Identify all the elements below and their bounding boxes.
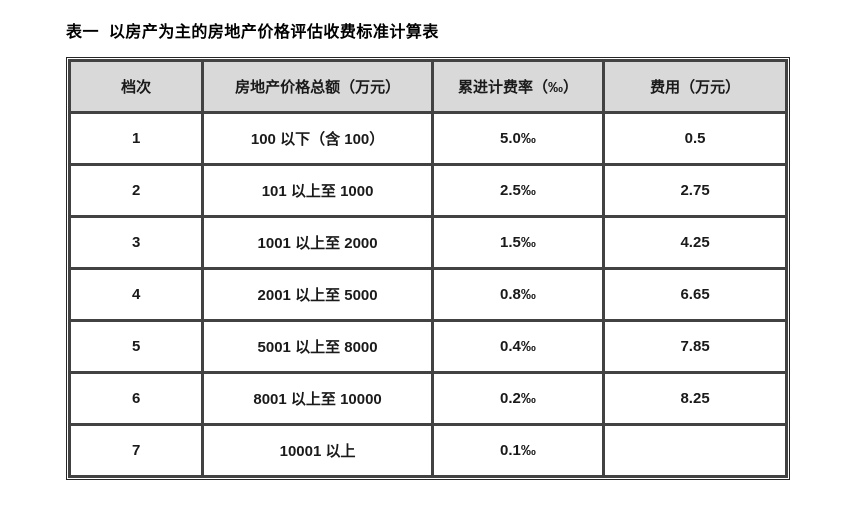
cell-fee: 7.85 — [602, 319, 788, 374]
cell-rate: 5.0‰ — [430, 111, 606, 166]
cell-grade: 7 — [67, 423, 205, 478]
cell-price-range: 5001 以上至 8000 — [201, 319, 434, 374]
cell-fee: 6.65 — [602, 267, 788, 322]
cell-fee: 2.75 — [602, 163, 788, 218]
cell-rate: 1.5‰ — [430, 215, 606, 270]
cell-price-range: 101 以上至 1000 — [201, 163, 434, 218]
fee-table-container: 档次 房地产价格总额（万元） 累进计费率（‰） 费用（万元） 1 100 以下（… — [66, 57, 790, 480]
table-row: 7 10001 以上 0.1‰ — [67, 423, 788, 478]
cell-rate: 0.1‰ — [430, 423, 606, 478]
cell-grade: 5 — [67, 319, 205, 374]
header-grade: 档次 — [67, 59, 205, 114]
table-row: 1 100 以下（含 100） 5.0‰ 0.5 — [67, 111, 788, 166]
cell-rate: 0.4‰ — [430, 319, 606, 374]
cell-price-range: 100 以下（含 100） — [201, 111, 434, 166]
cell-rate: 2.5‰ — [430, 163, 606, 218]
cell-rate: 0.2‰ — [430, 371, 606, 426]
cell-price-range: 10001 以上 — [201, 423, 434, 478]
header-progressive-rate: 累进计费率（‰） — [430, 59, 606, 114]
table-row: 2 101 以上至 1000 2.5‰ 2.75 — [67, 163, 788, 218]
cell-rate: 0.8‰ — [430, 267, 606, 322]
cell-grade: 4 — [67, 267, 205, 322]
cell-fee: 8.25 — [602, 371, 788, 426]
cell-grade: 2 — [67, 163, 205, 218]
header-price-total: 房地产价格总额（万元） — [201, 59, 434, 114]
cell-grade: 6 — [67, 371, 205, 426]
cell-grade: 3 — [67, 215, 205, 270]
cell-fee: 4.25 — [602, 215, 788, 270]
cell-price-range: 8001 以上至 10000 — [201, 371, 434, 426]
cell-price-range: 2001 以上至 5000 — [201, 267, 434, 322]
table-header-row: 档次 房地产价格总额（万元） 累进计费率（‰） 费用（万元） — [67, 59, 788, 114]
table-row: 3 1001 以上至 2000 1.5‰ 4.25 — [67, 215, 788, 270]
table-row: 4 2001 以上至 5000 0.8‰ 6.65 — [67, 267, 788, 322]
fee-table: 档次 房地产价格总额（万元） 累进计费率（‰） 费用（万元） 1 100 以下（… — [67, 59, 788, 478]
table-row: 5 5001 以上至 8000 0.4‰ 7.85 — [67, 319, 788, 374]
cell-grade: 1 — [67, 111, 205, 166]
page-title: 表一 以房产为主的房地产价格评估收费标准计算表 — [66, 24, 439, 41]
header-fee: 费用（万元） — [602, 59, 788, 114]
cell-price-range: 1001 以上至 2000 — [201, 215, 434, 270]
cell-fee — [602, 423, 788, 478]
table-row: 6 8001 以上至 10000 0.2‰ 8.25 — [67, 371, 788, 426]
cell-fee: 0.5 — [602, 111, 788, 166]
